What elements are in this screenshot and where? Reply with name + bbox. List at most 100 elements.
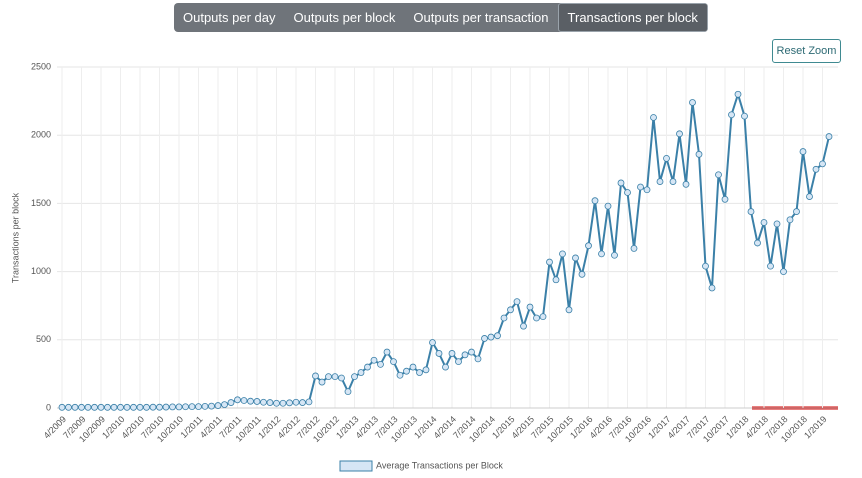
data-point xyxy=(552,276,560,284)
data-point xyxy=(630,245,638,252)
data-point xyxy=(578,270,586,278)
data-point xyxy=(292,398,300,406)
data-point xyxy=(812,165,820,173)
data-point xyxy=(240,397,248,404)
data-point xyxy=(487,333,495,341)
data-point xyxy=(149,403,157,411)
data-point xyxy=(344,388,352,396)
data-point xyxy=(448,350,456,357)
data-point xyxy=(208,402,215,410)
data-point xyxy=(481,335,488,342)
tab[interactable]: Transactions per block xyxy=(557,3,708,32)
data-point xyxy=(221,401,228,408)
data-point xyxy=(734,90,742,98)
data-point xyxy=(136,403,144,411)
data-point xyxy=(377,360,384,368)
data-point xyxy=(260,398,267,406)
data-point xyxy=(721,195,729,203)
data-point xyxy=(182,403,189,411)
data-point xyxy=(786,216,794,224)
data-point xyxy=(682,180,690,188)
y-tick-label: 1500 xyxy=(31,198,51,208)
data-point xyxy=(117,403,124,411)
data-point xyxy=(123,403,131,411)
data-point xyxy=(305,398,313,406)
data-point xyxy=(643,186,651,194)
y-tick-label: 2500 xyxy=(31,61,51,71)
tab[interactable]: Outputs per block xyxy=(293,10,396,25)
data-point xyxy=(416,369,423,376)
x-tick-label: 1/2019 xyxy=(802,414,829,441)
data-point xyxy=(175,403,183,411)
data-point xyxy=(747,208,755,215)
data-point xyxy=(591,197,599,205)
data-point xyxy=(279,399,287,407)
data-point xyxy=(383,348,391,356)
data-point xyxy=(396,371,404,379)
y-tick-label: 2000 xyxy=(31,130,51,140)
data-point xyxy=(663,154,670,162)
tab-bar: Outputs per day Outputs per block Outputs … xyxy=(174,3,708,32)
series-line xyxy=(62,90,830,409)
data-point xyxy=(754,239,761,247)
data-point xyxy=(604,202,612,210)
data-point xyxy=(494,332,501,340)
data-point xyxy=(656,178,664,185)
data-point xyxy=(299,399,306,406)
data-point xyxy=(825,133,833,140)
data-point xyxy=(188,403,196,411)
data-point xyxy=(793,208,800,215)
reset-zoom-button[interactable]: Reset Zoom xyxy=(772,39,841,63)
data-point xyxy=(71,403,79,411)
data-point xyxy=(156,403,163,411)
data-point xyxy=(461,351,469,359)
data-point xyxy=(539,313,547,321)
data-point xyxy=(689,99,696,106)
data-point xyxy=(455,358,462,366)
data-point xyxy=(130,403,137,411)
data-point xyxy=(559,250,566,258)
data-point xyxy=(715,171,722,179)
data-point xyxy=(780,268,787,276)
data-point xyxy=(97,403,105,411)
data-point xyxy=(110,403,118,411)
data-point xyxy=(390,358,397,366)
data-point xyxy=(676,130,683,138)
data-point xyxy=(318,378,326,386)
data-point xyxy=(357,369,365,376)
data-point xyxy=(351,373,358,381)
data-point xyxy=(325,373,332,381)
data-point xyxy=(429,339,436,346)
data-point xyxy=(227,399,235,406)
tab[interactable]: Outputs per transaction xyxy=(413,10,549,25)
tab[interactable]: Outputs per day xyxy=(183,10,276,25)
data-point xyxy=(773,220,781,228)
data-point xyxy=(611,251,618,259)
data-point xyxy=(65,403,72,411)
data-point xyxy=(513,298,521,306)
data-point xyxy=(331,373,339,381)
data-point xyxy=(520,322,527,330)
data-point xyxy=(409,363,417,371)
data-point xyxy=(585,242,592,250)
data-point xyxy=(253,398,261,405)
data-point xyxy=(91,403,98,411)
data-point xyxy=(572,254,579,262)
data-point xyxy=(214,402,222,409)
data-point xyxy=(669,178,677,185)
data-point xyxy=(435,350,443,357)
data-point xyxy=(338,374,345,382)
data-point xyxy=(565,306,573,314)
data-point xyxy=(533,314,540,322)
data-point xyxy=(247,397,254,405)
data-point xyxy=(799,148,807,155)
data-point xyxy=(624,189,631,196)
data-point xyxy=(474,355,482,363)
data-point xyxy=(728,111,735,119)
data-point xyxy=(702,262,709,270)
data-point xyxy=(370,356,378,364)
data-point xyxy=(273,399,280,407)
data-point xyxy=(312,372,319,380)
